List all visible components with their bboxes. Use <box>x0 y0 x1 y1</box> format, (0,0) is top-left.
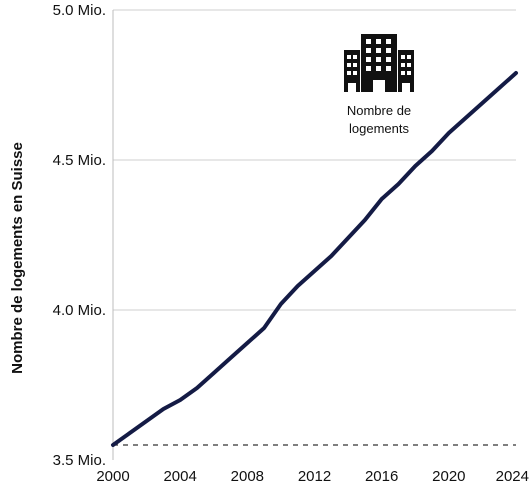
y-axis-label: Nombre de logements en Suisse <box>9 142 26 374</box>
y-tick-label: 3.5 Mio. <box>53 452 106 469</box>
annotation: Nombre de logements <box>344 34 414 136</box>
series-line <box>111 71 518 447</box>
annotation-line-2: logements <box>349 121 409 136</box>
y-tick-label: 4.0 Mio. <box>53 302 106 319</box>
y-gridlines <box>113 9 516 311</box>
x-tick-label: 2012 <box>298 468 331 485</box>
x-tick-label: 2008 <box>231 468 264 485</box>
x-tick-label: 2016 <box>365 468 398 485</box>
x-tick-label: 2000 <box>96 468 129 485</box>
x-tick-labels: 2000 2004 2008 2012 2016 2020 2024 <box>96 468 529 485</box>
x-tick-label: 2004 <box>163 468 196 485</box>
x-tick-label: 2024 <box>496 468 529 485</box>
y-tick-label: 5.0 Mio. <box>53 2 106 19</box>
y-tick-labels: 3.5 Mio. 4.0 Mio. 4.5 Mio. 5.0 Mio. <box>53 2 106 469</box>
y-tick-label: 4.5 Mio. <box>53 152 106 169</box>
building-icon <box>344 34 414 92</box>
annotation-line-1: Nombre de <box>347 103 411 118</box>
x-tick-label: 2020 <box>432 468 465 485</box>
